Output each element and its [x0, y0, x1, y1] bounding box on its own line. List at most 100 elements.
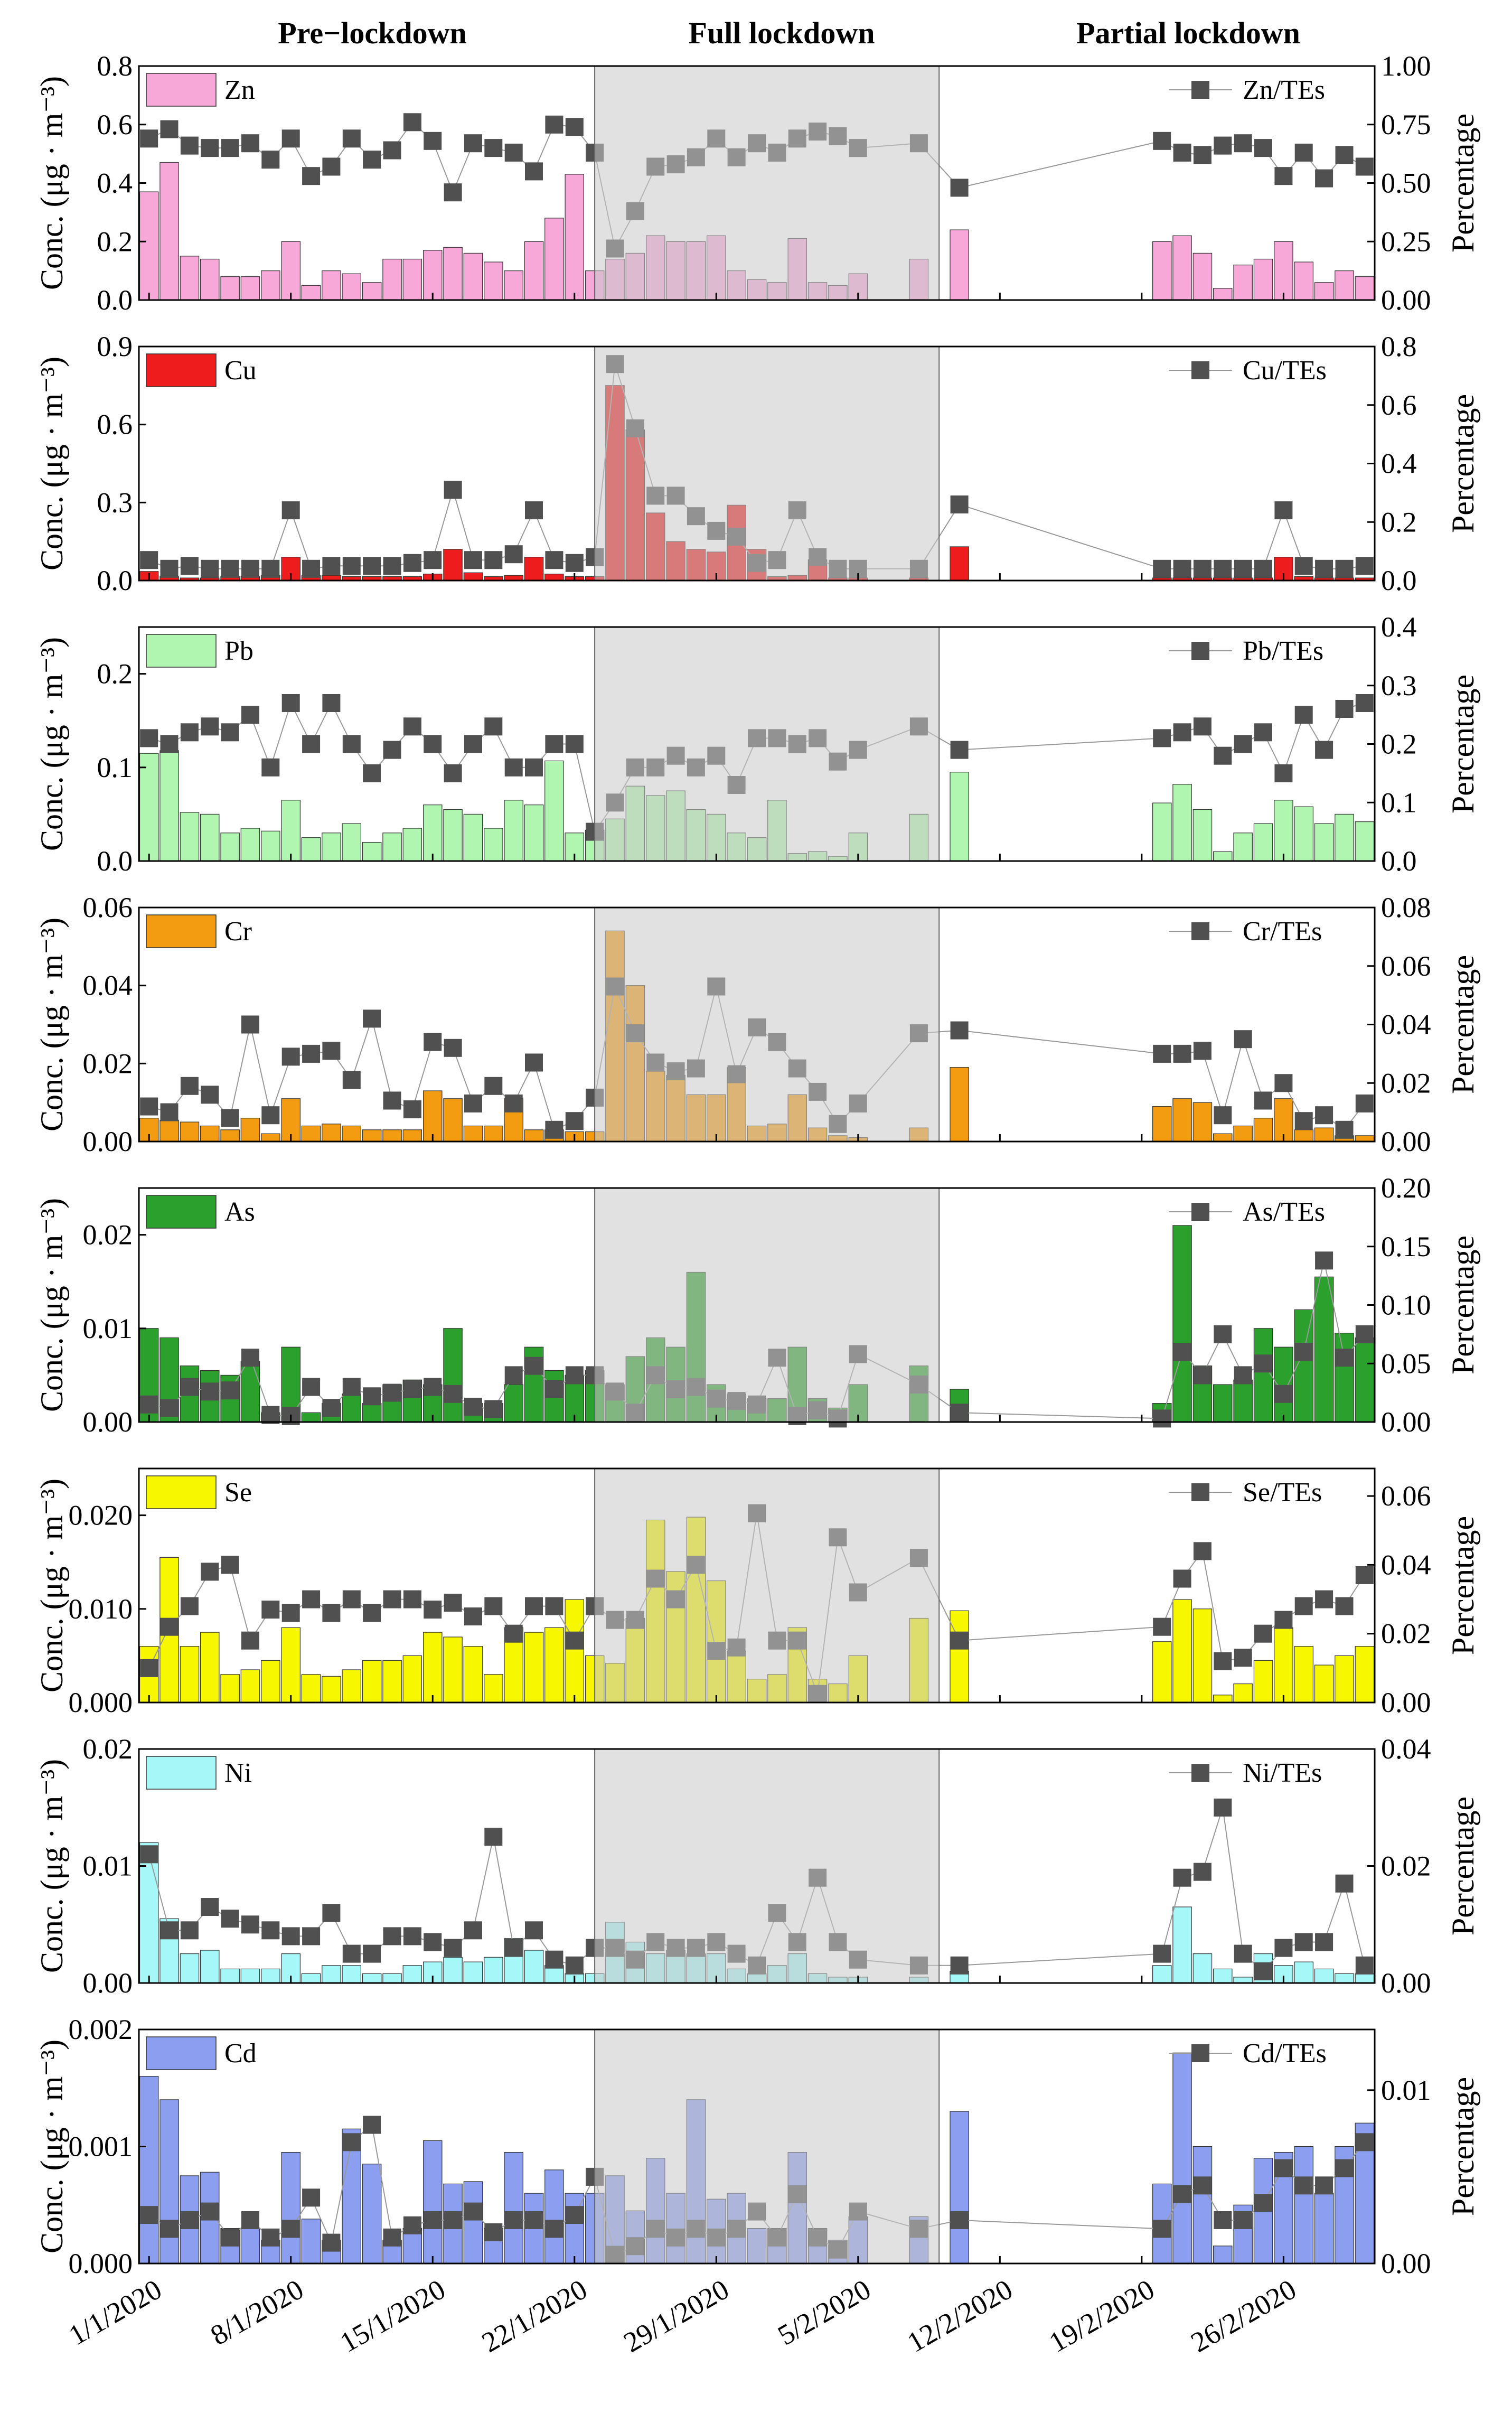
- ratio-marker-cu: [383, 557, 401, 575]
- bar-zn: [524, 241, 544, 301]
- ratio-marker-cr: [403, 1100, 421, 1119]
- bar-ni: [1213, 1968, 1233, 1984]
- bar-pb: [1172, 784, 1192, 862]
- bar-se: [524, 1632, 544, 1703]
- bar-cd: [504, 2152, 523, 2264]
- ratio-marker-cu: [322, 557, 341, 575]
- right-ticks-se: 0.00 0.02 0.04 0.06: [1367, 1480, 1431, 1718]
- ratio-marker-pb: [1294, 706, 1313, 724]
- bar-pb: [342, 823, 361, 862]
- ratio-marker-as: [180, 1378, 199, 1396]
- ratio-marker-cd: [484, 2223, 503, 2241]
- legend-ratio-marker-pb: [1191, 642, 1209, 660]
- right-tick-label-pb: 0.1: [1381, 787, 1417, 818]
- ratio-marker-as: [484, 1400, 503, 1418]
- bar-ni: [1233, 1977, 1253, 1984]
- ratio-marker-as: [302, 1378, 321, 1396]
- ratio-marker-pb: [302, 735, 321, 753]
- bar-cr: [1152, 1106, 1172, 1142]
- ratio-marker-zn: [1355, 157, 1374, 176]
- ratio-marker-ni: [1153, 1944, 1171, 1963]
- left-tick-label-cu: 0.0: [97, 565, 133, 596]
- ratio-marker-cr: [1234, 1030, 1252, 1049]
- ratio-marker-se: [403, 1590, 421, 1608]
- ratio-marker-se: [1274, 1611, 1293, 1629]
- panel-cr: 0.00 0.02 0.04 0.06 0.00 0.02 0.04 0.06 0.08 Conc…: [34, 892, 1480, 1157]
- bar-pb: [139, 753, 159, 862]
- ratio-marker-cu: [444, 481, 462, 499]
- bar-ni: [443, 1957, 463, 1984]
- bar-pb: [463, 813, 483, 862]
- ratio-marker-ni: [201, 1898, 219, 1916]
- ratio-marker-ni: [1234, 1944, 1252, 1963]
- ratio-marker-as: [261, 1406, 280, 1424]
- right-tick-label-zn: 0.50: [1381, 167, 1431, 199]
- ratio-marker-as: [950, 1404, 969, 1422]
- ratio-marker-as: [464, 1398, 482, 1416]
- bar-pb: [362, 841, 382, 862]
- ratio-marker-zn: [281, 129, 300, 148]
- right-tick-label-zn: 1.00: [1381, 50, 1431, 82]
- bar-cr: [1233, 1125, 1253, 1142]
- right-tick-label-cr: 0.06: [1381, 950, 1431, 982]
- bar-cr: [1253, 1118, 1273, 1142]
- bar-cr: [362, 1129, 382, 1142]
- right-tick-label-ni: 0.04: [1381, 1733, 1431, 1765]
- ratio-marker-cu: [1153, 559, 1171, 578]
- ratio-marker-ni: [1294, 1933, 1313, 1951]
- panel-cd: 0.000 0.001 0.002 0.00 0.01 Conc. (μg · m⁻³) P…: [34, 2014, 1480, 2279]
- legend-cd: Cd Cd/TEs: [146, 2036, 1327, 2070]
- ratio-marker-pb: [322, 694, 341, 712]
- panel-ni: 0.00 0.01 0.02 0.00 0.02 0.04 Conc. (μg · m⁻³)…: [34, 1733, 1480, 1999]
- bar-cd: [159, 2099, 179, 2264]
- bar-zn: [1192, 252, 1213, 301]
- ratio-marker-zn: [261, 151, 280, 169]
- left-tick-label-se: 0.020: [69, 1500, 133, 1531]
- ratio-marker-cd: [1214, 2211, 1232, 2229]
- left-tick-label-se: 0.000: [69, 1687, 133, 1718]
- bar-cr: [261, 1133, 280, 1142]
- bar-se: [1253, 1660, 1273, 1703]
- ratio-marker-cr: [545, 1120, 564, 1139]
- right-tick-label-ni: 0.02: [1381, 1850, 1431, 1882]
- ratio-marker-cr: [1294, 1112, 1313, 1130]
- ratio-marker-cr: [565, 1112, 584, 1130]
- bar-cd: [362, 2164, 382, 2264]
- ratio-marker-as: [1335, 1349, 1354, 1367]
- bar-se: [1274, 1627, 1293, 1703]
- right-tick-label-se: 0.00: [1381, 1687, 1431, 1718]
- bar-zn: [1314, 282, 1334, 301]
- bar-ni: [342, 1965, 361, 1984]
- bar-se: [180, 1646, 200, 1703]
- right-tick-label-cr: 0.02: [1381, 1067, 1431, 1099]
- bar-se: [261, 1660, 280, 1703]
- ratio-marker-cr: [1153, 1044, 1171, 1063]
- legend-ratio-marker-se: [1191, 1483, 1209, 1501]
- ratio-marker-cd: [1294, 2176, 1313, 2195]
- lockdown-shade-zn: [594, 66, 940, 301]
- bar-ni: [220, 1968, 240, 1984]
- ratio-marker-pb: [383, 741, 401, 759]
- left-ticks-pb: 0.0 0.1 0.2: [97, 658, 146, 877]
- bar-pb: [484, 828, 503, 862]
- bar-cr: [1213, 1133, 1233, 1142]
- ratio-marker-se: [383, 1590, 401, 1608]
- ratio-marker-cu: [241, 559, 259, 578]
- bar-ni: [180, 1953, 200, 1984]
- bar-zn: [220, 276, 240, 301]
- ratio-marker-pb: [241, 706, 259, 724]
- conc-axis-label-cd: Conc. (μg · m⁻³): [34, 2040, 69, 2253]
- legend-swatch-cu: [146, 353, 217, 387]
- legend-swatch-as: [146, 1195, 217, 1229]
- ratio-marker-cr: [261, 1106, 280, 1125]
- legend-ratio-label-pb: Pb/TEs: [1243, 636, 1323, 666]
- bar-zn: [402, 258, 422, 301]
- bar-ni: [1152, 1965, 1172, 1984]
- ratio-marker-cr: [180, 1077, 199, 1095]
- legend-ratio-label-cr: Cr/TEs: [1243, 916, 1322, 947]
- bar-ni: [200, 1950, 220, 1984]
- ratio-marker-as: [1234, 1366, 1252, 1385]
- ratio-marker-ni: [383, 1927, 401, 1945]
- right-tick-label-cr: 0.00: [1381, 1126, 1431, 1157]
- legend-ratio-label-cd: Cd/TEs: [1243, 2038, 1327, 2069]
